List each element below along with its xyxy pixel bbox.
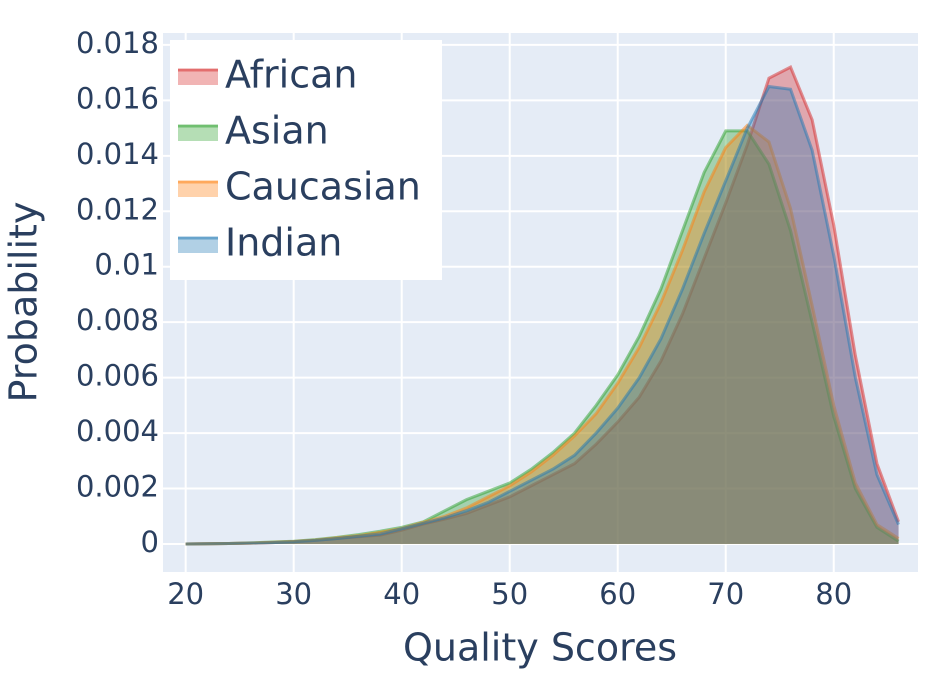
x-tick-label: 70 (707, 577, 744, 611)
areas (185, 65, 900, 546)
area (185, 125, 899, 544)
line (185, 84, 900, 546)
area (185, 67, 899, 544)
y-tick-label: 0 (141, 525, 159, 559)
y-tick-label: 0.002 (76, 470, 159, 504)
x-axis-title: Quality Scores (403, 626, 677, 670)
y-tick-label: 0.012 (76, 192, 159, 226)
legend-label: African (225, 53, 357, 97)
x-tick-label: 60 (599, 577, 636, 611)
legend-label: Asian (225, 109, 329, 153)
legend-swatch (178, 237, 218, 253)
legend: African Asian Caucasian Indian (170, 40, 442, 280)
y-tick-label: 0.016 (76, 81, 159, 115)
x-tick-label: 20 (167, 577, 204, 611)
legend-label: Indian (225, 221, 342, 265)
x-tick-label: 30 (275, 577, 312, 611)
legend-swatch (178, 69, 218, 85)
y-tick-label: 0.014 (76, 137, 159, 171)
y-tick-label: 0.006 (76, 359, 159, 393)
legend-swatch (178, 181, 218, 197)
legend-box (170, 40, 442, 280)
axes: 0 0.002 0.004 0.006 0.008 0.01 0.012 0.014 0.016… (76, 26, 852, 611)
x-tick-label: 40 (383, 577, 420, 611)
y-tick-label: 0.018 (76, 26, 159, 60)
area (185, 86, 899, 544)
x-tick-label: 80 (815, 577, 852, 611)
y-tick-label: 0.004 (76, 414, 159, 448)
y-axis-title: Probability (2, 202, 46, 403)
y-tick-label: 0.008 (76, 303, 159, 337)
legend-label: Caucasian (225, 165, 421, 209)
x-tick-label: 50 (491, 577, 528, 611)
area (185, 130, 899, 544)
y-tick-label: 0.01 (94, 248, 159, 282)
legend-swatch (178, 125, 218, 141)
